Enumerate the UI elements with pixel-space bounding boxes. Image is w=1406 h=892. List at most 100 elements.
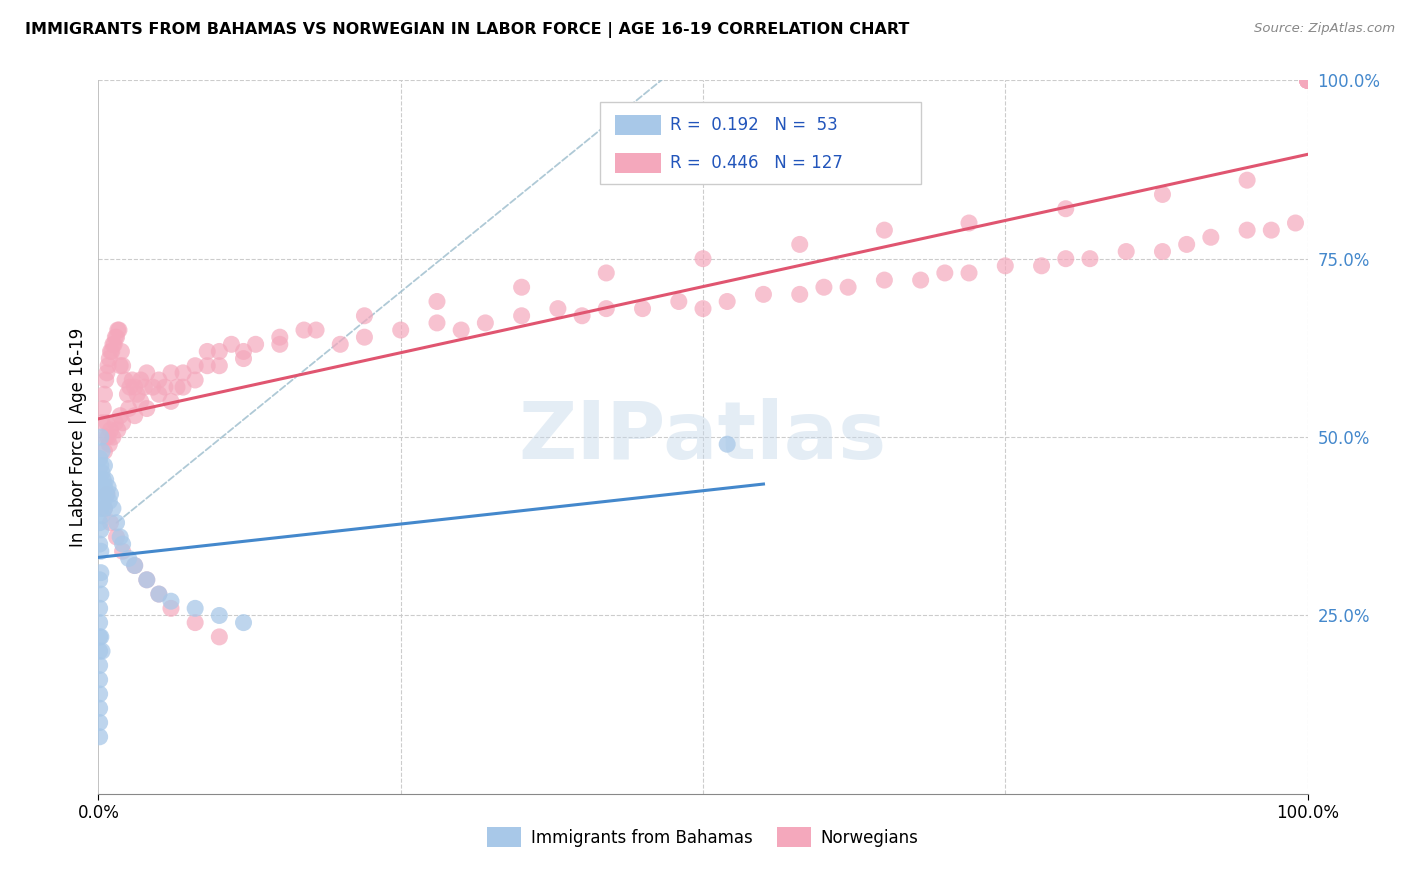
Point [91, 508, 114, 523]
Point [90, 566, 112, 580]
Point [148, 587, 170, 601]
Point [148, 373, 170, 387]
Point [631, 301, 654, 316]
FancyBboxPatch shape [614, 115, 661, 136]
Point [91, 494, 114, 508]
Point [100, 516, 122, 530]
Point [1260, 223, 1282, 237]
Point [89, 644, 111, 658]
Point [90, 430, 112, 444]
Point [91, 487, 114, 501]
Point [957, 266, 980, 280]
Point [1199, 230, 1222, 244]
Point [135, 573, 157, 587]
Point [89, 516, 111, 530]
Point [172, 380, 194, 394]
FancyBboxPatch shape [614, 153, 661, 173]
Point [195, 359, 218, 373]
Point [510, 280, 533, 294]
Point [89, 730, 111, 744]
Point [305, 323, 328, 337]
Point [547, 301, 569, 316]
Point [90, 587, 112, 601]
Point [111, 537, 134, 551]
Point [292, 323, 315, 337]
Point [107, 323, 129, 337]
Point [1152, 244, 1174, 259]
Point [208, 608, 231, 623]
Point [195, 344, 218, 359]
Point [89, 601, 111, 615]
Point [232, 344, 254, 359]
Point [100, 344, 122, 359]
Point [1296, 73, 1319, 87]
Point [90, 544, 112, 558]
Point [101, 501, 124, 516]
Point [1284, 216, 1306, 230]
Point [184, 373, 207, 387]
Point [813, 280, 835, 294]
Point [135, 401, 157, 416]
Point [89, 673, 111, 687]
Point [111, 544, 134, 558]
Point [108, 359, 131, 373]
Point [1236, 223, 1258, 237]
Text: R =  0.192   N =  53: R = 0.192 N = 53 [671, 116, 838, 134]
Point [129, 373, 152, 387]
Point [90, 480, 112, 494]
Y-axis label: In Labor Force | Age 16-19: In Labor Force | Age 16-19 [69, 327, 87, 547]
Point [752, 287, 775, 301]
Point [118, 380, 141, 394]
Point [1296, 73, 1319, 87]
Point [142, 380, 165, 394]
Point [1054, 202, 1077, 216]
Point [96, 366, 118, 380]
Point [1296, 73, 1319, 87]
Point [571, 309, 593, 323]
Point [124, 558, 146, 573]
Point [89, 494, 111, 508]
Point [269, 337, 291, 351]
Point [934, 266, 956, 280]
Point [98, 437, 121, 451]
Point [101, 337, 124, 351]
Point [510, 309, 533, 323]
Point [89, 715, 111, 730]
Point [94, 373, 117, 387]
Point [1296, 73, 1319, 87]
Point [595, 301, 617, 316]
Point [98, 351, 121, 366]
Point [97, 480, 120, 494]
Point [89, 473, 111, 487]
Point [93, 480, 115, 494]
Point [232, 351, 254, 366]
Point [450, 323, 472, 337]
Point [873, 223, 896, 237]
Point [837, 280, 859, 294]
Point [105, 516, 128, 530]
Point [208, 344, 231, 359]
Point [148, 387, 170, 401]
Point [98, 494, 121, 508]
Point [96, 487, 118, 501]
Point [90, 630, 112, 644]
Point [93, 501, 115, 516]
Point [789, 287, 811, 301]
Point [153, 380, 176, 394]
Point [100, 487, 122, 501]
Point [160, 594, 183, 608]
Point [124, 558, 146, 573]
Point [121, 373, 143, 387]
Point [124, 380, 146, 394]
Point [93, 458, 115, 473]
Point [91, 644, 114, 658]
Point [353, 330, 375, 344]
Point [353, 309, 375, 323]
Point [474, 316, 496, 330]
Point [1175, 237, 1198, 252]
Point [160, 601, 183, 615]
Point [90, 501, 112, 516]
Point [96, 487, 118, 501]
Point [118, 401, 141, 416]
Point [91, 401, 114, 416]
